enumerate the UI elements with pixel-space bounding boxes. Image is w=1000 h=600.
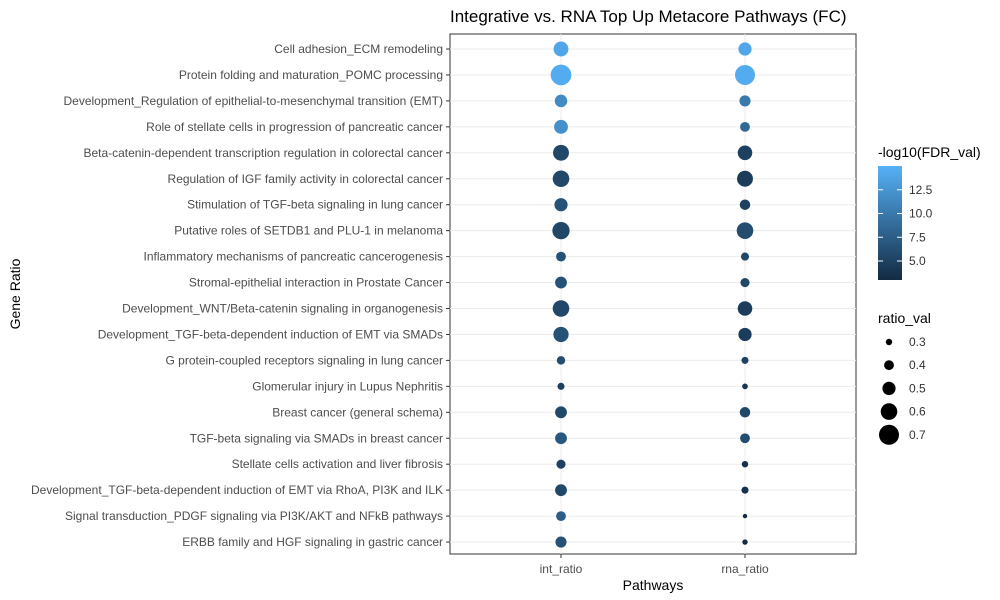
y-tick-label: Putative roles of SETDB1 and PLU-1 in me… (174, 224, 443, 238)
data-point (556, 459, 566, 469)
y-tick-label: Development_TGF-beta-dependent induction… (31, 483, 443, 497)
data-point (735, 64, 755, 85)
y-tick-label: Development_TGF-beta-dependent induction… (98, 327, 443, 341)
y-tick-label: Beta-catenin-dependent transcription reg… (83, 146, 443, 160)
data-point (555, 276, 567, 289)
data-point (555, 484, 567, 497)
data-point (737, 301, 753, 316)
data-point (554, 94, 568, 108)
size-legend-items: 0.3 0.4 0.5 0.6 0.7 (879, 335, 926, 445)
size-legend-dot (880, 403, 898, 420)
size-legend-label: 0.3 (909, 335, 926, 349)
data-point (556, 356, 566, 365)
data-point (555, 536, 567, 548)
data-point (738, 327, 752, 342)
data-point (552, 300, 570, 317)
data-point (739, 199, 751, 210)
y-tick-label: Role of stellate cells in progression of… (146, 120, 443, 134)
data-point (740, 277, 750, 288)
data-point (737, 170, 753, 187)
size-legend-label: 0.7 (909, 428, 926, 442)
y-tick-label: Development_Regulation of epithelial-to-… (63, 94, 443, 108)
color-legend-ticks: 5.0 7.5 10.0 12.5 (878, 183, 933, 268)
x-tick-labels: int_ratio rna_ratio (540, 562, 769, 576)
x-axis-title: Pathways (623, 577, 684, 593)
y-tick-labels: Cell adhesion_ECM remodeling Protein fold… (31, 42, 443, 549)
data-point (553, 144, 569, 161)
data-point (742, 383, 748, 390)
data-point (555, 432, 567, 445)
size-legend-dot (885, 338, 893, 346)
y-tick-label: Stellate cells activation and liver fibr… (232, 457, 443, 471)
chart-title: Integrative vs. RNA Top Up Metacore Path… (450, 7, 847, 26)
y-axis-title: Gene Ratio (7, 258, 23, 329)
data-point (740, 252, 750, 261)
data-point (739, 407, 751, 418)
data-point (552, 222, 570, 240)
data-point (557, 382, 565, 390)
size-legend-title: ratio_val (878, 310, 931, 326)
size-legend-dot (879, 424, 899, 445)
color-tick-label: 7.5 (909, 230, 926, 244)
data-point (554, 119, 568, 134)
data-point (553, 41, 569, 57)
data-point (741, 486, 749, 494)
data-point (740, 121, 750, 132)
y-tick-label: ERBB family and HGF signaling in gastric… (182, 535, 443, 549)
color-tick-label: 12.5 (909, 183, 933, 197)
data-point (741, 461, 749, 468)
data-point (553, 326, 569, 343)
y-tick-label: Protein folding and maturation_POMC proc… (179, 68, 443, 82)
y-tick-label: Glomerular injury in Lupus Nephritis (252, 379, 443, 393)
data-point (740, 433, 750, 444)
color-tick-label: 5.0 (909, 254, 926, 268)
data-point (555, 406, 567, 419)
y-tick-label: Stromal-epithelial interaction in Prosta… (189, 276, 443, 290)
data-point (552, 170, 570, 188)
plot-panel (449, 33, 857, 555)
y-tick-label: Inflammatory mechanisms of pancreatic ca… (144, 250, 443, 264)
size-legend-dot (882, 381, 896, 395)
y-tick-label: Cell adhesion_ECM remodeling (274, 42, 443, 56)
data-point (742, 513, 748, 519)
color-tick-label: 10.0 (909, 207, 933, 221)
color-legend-bar (878, 166, 902, 280)
size-legend-label: 0.5 (909, 381, 926, 395)
x-tick-label: int_ratio (540, 562, 583, 576)
data-point (739, 95, 751, 107)
y-tick-label: Stimulation of TGF-beta signaling in lun… (187, 198, 443, 212)
data-point (738, 42, 752, 56)
data-point (736, 222, 754, 239)
size-legend-dot (884, 360, 894, 371)
size-legend-label: 0.4 (909, 358, 926, 372)
data-point (737, 145, 753, 161)
data-point (741, 356, 749, 364)
y-tick-label: TGF-beta signaling via SMADs in breast c… (190, 431, 443, 445)
y-tick-label: Breast cancer (general schema) (272, 405, 443, 419)
data-point (742, 539, 748, 545)
x-tick-label: rna_ratio (721, 562, 769, 576)
data-point (556, 251, 566, 262)
y-tick-label: Signal transduction_PDGF signaling via P… (65, 509, 443, 523)
data-point (556, 511, 566, 521)
y-tick-label: Development_WNT/Beta-catenin signaling i… (122, 302, 443, 316)
data-point (554, 198, 568, 212)
data-points (550, 41, 755, 548)
color-legend-title: -log10(FDR_val) (878, 144, 981, 160)
y-tick-label: G protein-coupled receptors signaling in… (166, 353, 444, 367)
y-tick-label: Regulation of IGF family activity in col… (168, 172, 443, 186)
data-point (550, 64, 572, 86)
size-legend-label: 0.6 (909, 405, 926, 419)
